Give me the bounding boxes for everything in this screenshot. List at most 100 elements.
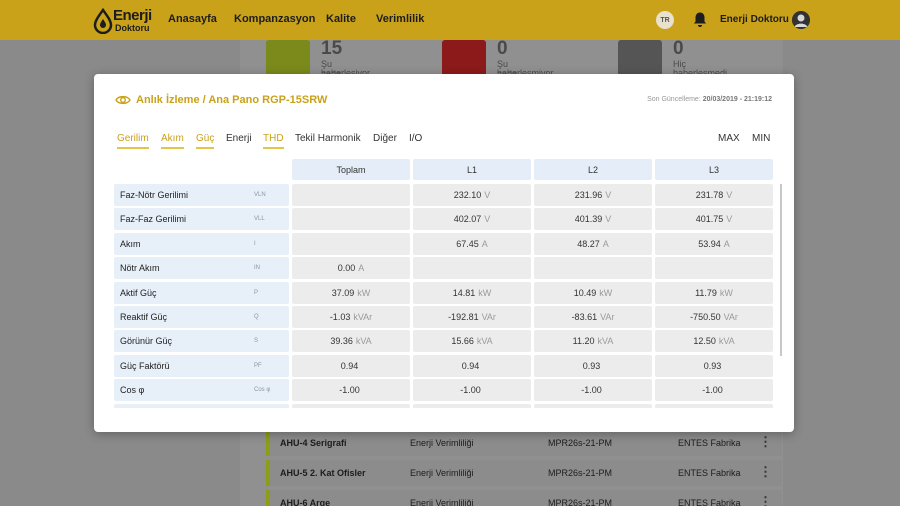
device-row[interactable]: AHU-4 Serigrafi Enerji Verimliliği MPR26…	[266, 430, 782, 456]
row-label-cell: Faz-Nötr Gerilimi VLN	[114, 184, 289, 206]
device-site: ENTES Fabrika	[678, 468, 741, 478]
device-site: ENTES Fabrika	[678, 498, 741, 506]
value-unit: kVA	[355, 336, 372, 347]
row-label: Reaktif Güç	[120, 312, 168, 322]
value-unit: VAr	[723, 312, 738, 322]
value-cell: 0.93	[534, 354, 652, 377]
tab-enerji[interactable]: Enerji	[226, 133, 252, 144]
column-header-l1: L1	[413, 159, 531, 180]
value-cell: 231.96 V	[534, 184, 652, 206]
nav-verimlilik[interactable]: Verimlilik	[376, 13, 425, 25]
row-symbol: P	[254, 289, 259, 296]
value-number: 0.93	[703, 360, 722, 371]
value-cell: 0.94	[413, 354, 531, 377]
eye-icon	[115, 95, 131, 105]
more-options-icon[interactable]: ⋮	[759, 464, 772, 479]
value-number: 0.94	[340, 360, 359, 371]
row-symbol: VLN	[254, 192, 266, 198]
value-cell: -1.03 kVAr	[292, 306, 410, 328]
value-number: 0.00	[337, 263, 356, 274]
value-cell	[534, 257, 652, 280]
device-model: MPR26s-21-PM	[548, 438, 613, 448]
stat-count: 15	[321, 38, 343, 59]
value-unit: kW	[478, 287, 492, 298]
value-cell: -750.50 VAr	[655, 306, 773, 328]
max-toggle[interactable]: MAX	[718, 133, 740, 144]
value-unit: A	[358, 263, 365, 274]
value-unit: V	[605, 214, 612, 225]
row-label: Görünür Güç	[120, 336, 173, 347]
row-symbol: Q	[254, 314, 259, 320]
row-label: Faz-Faz Gerilimi	[120, 214, 187, 225]
value-number: 401.39	[574, 214, 603, 225]
value-cell: 67.45 A	[413, 232, 531, 255]
value-cell: -1.00	[292, 379, 410, 402]
last-update-value: 20/03/2019 - 21:19:12	[702, 96, 772, 103]
value-number: 0.93	[582, 360, 601, 371]
logo-text-main: Enerji	[113, 7, 152, 24]
row-label-cell: Reaktif Güç Q	[114, 306, 289, 328]
tab-tekil-harmonik[interactable]: Tekil Harmonik	[295, 133, 361, 144]
tab-diger[interactable]: Diğer	[373, 133, 397, 144]
column-header-l3: L3	[655, 159, 773, 180]
device-category: Enerji Verimliliği	[410, 498, 474, 506]
value-number: 10.49	[573, 287, 597, 298]
device-icon	[442, 40, 486, 76]
tab-gerilim[interactable]: Gerilim	[117, 133, 149, 149]
stat-count: 0	[497, 38, 508, 59]
value-cell: 53.94 A	[655, 232, 773, 255]
tab-akim[interactable]: Akım	[161, 133, 184, 149]
bell-icon[interactable]	[692, 11, 708, 28]
value-number: 11.79	[695, 287, 717, 298]
value-cell: -192.81 VAr	[413, 306, 531, 328]
value-number: 231.96	[574, 190, 603, 200]
device-row[interactable]: AHU-6 Arge Enerji Verimliliği MPR26s-21-…	[266, 490, 782, 506]
value-unit: kVAr	[353, 312, 373, 322]
avatar[interactable]	[792, 11, 810, 29]
value-unit: A	[723, 238, 730, 249]
value-number: -83.61	[571, 312, 598, 322]
row-label-cell: Görünür Güç S	[114, 330, 289, 353]
user-name[interactable]: Enerji Doktoru	[720, 14, 789, 25]
language-selector[interactable]: TR	[656, 11, 674, 29]
last-update: Son Güncelleme: 20/03/2019 - 21:19:12	[647, 96, 772, 103]
value-cell: -83.61 VAr	[534, 306, 652, 328]
value-unit: V	[484, 190, 491, 200]
nav-kalite[interactable]: Kalite	[326, 13, 356, 25]
device-site: ENTES Fabrika	[678, 438, 741, 448]
row-symbol: VLL	[254, 216, 265, 223]
tab-thd[interactable]: THD	[263, 133, 284, 149]
tab-guc[interactable]: Güç	[196, 133, 215, 149]
value-number: -1.00	[339, 385, 360, 396]
nav-kompanzasyon[interactable]: Kompanzasyon	[234, 13, 316, 25]
value-cell: 14.81 kW	[413, 281, 531, 304]
device-model: MPR26s-21-PM	[548, 498, 613, 506]
row-label: Nötr Akım	[120, 263, 160, 274]
row-label: Cos φ	[120, 385, 145, 396]
more-options-icon[interactable]: ⋮	[759, 494, 772, 506]
value-number: -192.81	[448, 312, 479, 322]
stat-label-line2: haberleşmiyor	[497, 68, 554, 78]
value-number: 401.75	[695, 214, 724, 225]
table-scrollbar[interactable]	[780, 184, 782, 356]
row-label-cell: Güç Faktörü PF	[114, 354, 289, 377]
nav-anasayfa[interactable]: Anasayfa	[168, 13, 217, 25]
device-row[interactable]: AHU-5 2. Kat Ofisler Enerji Verimliliği …	[266, 460, 782, 486]
value-number: -1.00	[460, 385, 481, 396]
value-cell	[292, 232, 410, 255]
more-options-icon[interactable]: ⋮	[759, 434, 772, 449]
logo[interactable]: Enerji Doktoru	[92, 7, 162, 35]
tab-io[interactable]: I/O	[409, 133, 423, 144]
min-toggle[interactable]: MIN	[752, 133, 771, 144]
measurement-table: Toplam L1 L2 L3 Faz-Nötr Gerilimi VLN 232.…	[114, 159, 776, 408]
column-header-l2: L2	[534, 159, 652, 180]
row-symbol: Cos φ	[254, 387, 271, 394]
value-cell: 15.66 kVA	[413, 330, 531, 353]
value-cell	[655, 257, 773, 280]
value-number: 53.94	[698, 238, 721, 249]
value-number: 11.20	[572, 336, 595, 347]
value-cell: 401.75 V	[655, 208, 773, 231]
stat-count: 0	[673, 38, 684, 59]
value-cell: -1.00	[534, 379, 652, 402]
device-icon	[618, 40, 662, 76]
